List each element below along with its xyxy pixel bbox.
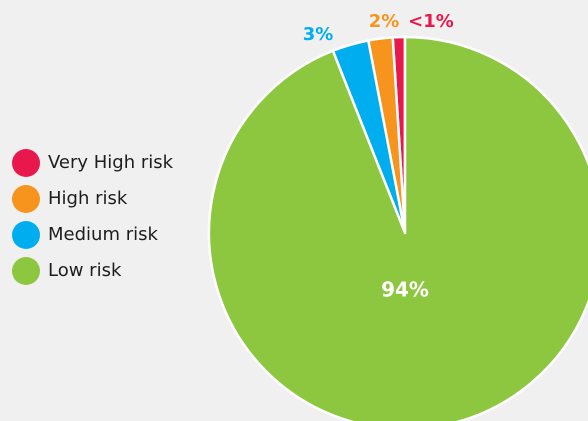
chart-legend: Very High risk High risk Medium risk Low… [12,148,173,292]
legend-item-medium-risk: Medium risk [12,220,173,249]
legend-swatch-high-risk [12,184,40,213]
pie-slices [207,35,588,421]
legend-label-very-high-risk: Very High risk [48,152,174,173]
legend-swatch-medium-risk [12,220,40,249]
legend-label-high-risk: High risk [48,188,128,209]
data-label-medium-risk: 3% [303,24,334,45]
legend-label-medium-risk: Medium risk [48,224,158,245]
legend-item-high-risk: High risk [12,184,173,213]
legend-item-low-risk: Low risk [12,256,173,285]
data-label-high-risk: 2% [369,11,400,32]
pie-data-labels: <1% 2% 3% 94% [303,11,454,302]
data-label-low-risk: 94% [381,278,429,302]
data-label-very-high-risk: <1% [408,11,454,32]
legend-label-low-risk: Low risk [48,260,122,281]
pie-slice-low-risk [207,35,588,421]
legend-swatch-low-risk [12,256,40,285]
legend-item-very-high-risk: Very High risk [12,148,173,177]
legend-swatch-very-high-risk [12,148,40,177]
